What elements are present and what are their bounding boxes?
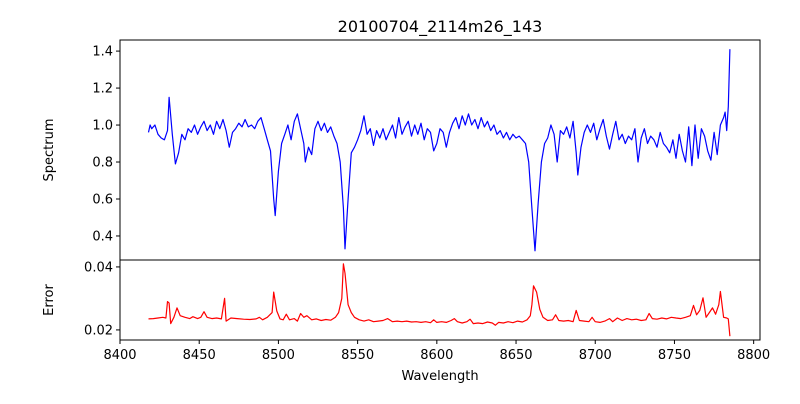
x-tick-label: 8400 [103,348,136,363]
x-axis-label: Wavelength [401,369,478,384]
x-tick-label: 8450 [183,348,216,363]
spectrum-y-tick-label: 1.0 [92,119,113,134]
x-tick-label: 8650 [499,348,532,363]
x-tick-label: 8550 [341,348,374,363]
spectrum-axes-frame [119,39,761,261]
spectrum-panel: 0.4 0.6 0.8 1.0 1.2 1.4 [92,39,761,261]
spectrum-y-tick-label: 1.4 [92,45,113,60]
error-axes-frame [119,259,761,341]
spectrum-y-tick-label: 0.8 [92,156,113,171]
x-tick-label: 8800 [737,348,770,363]
error-y-tick-label: 0.04 [84,260,113,275]
error-y-label: Error [42,284,57,316]
x-tick-label: 8500 [262,348,295,363]
spectrum-y-tick-label: 1.2 [92,82,113,97]
spectrum-y-tick-label: 0.6 [92,192,113,207]
x-tick-label: 8750 [658,348,691,363]
x-tick-label: 8600 [420,348,453,363]
spectrum-y-tick-label: 0.4 [92,229,113,244]
spectrum-y-label: Spectrum [42,119,57,182]
x-tick-label: 8700 [579,348,612,363]
chart-title: 20100704_2114m26_143 [338,17,543,37]
error-panel: 0.02 0.04 8400 8450 8500 8550 8600 8650 8700 8750… [84,259,770,363]
spectrum-line [147,49,731,252]
error-y-tick-label: 0.02 [84,323,113,338]
error-line [148,263,731,337]
